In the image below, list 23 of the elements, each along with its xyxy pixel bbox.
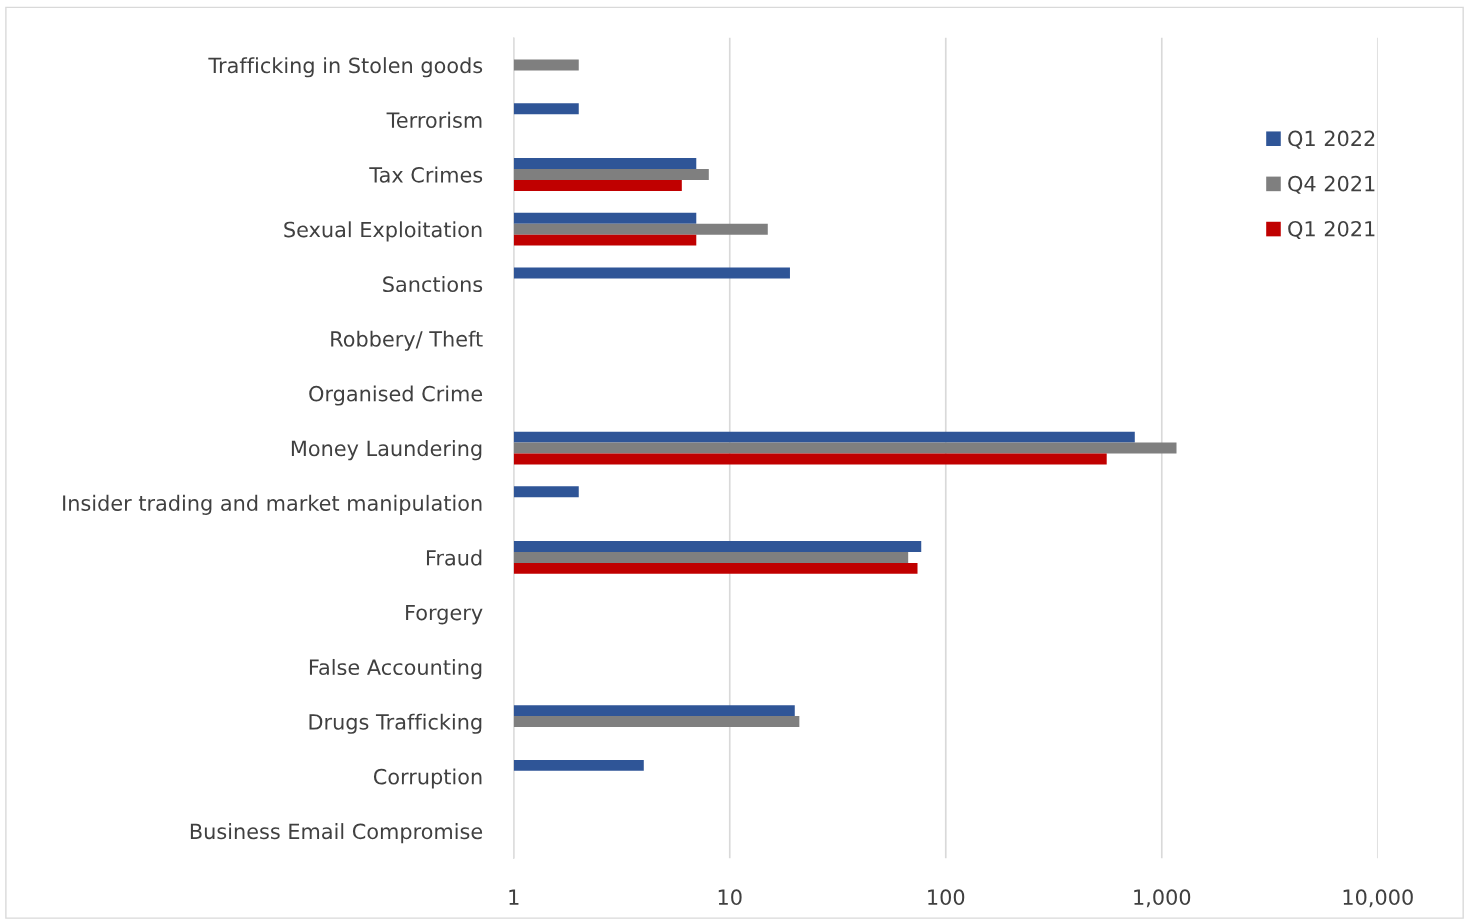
x-tick-label: 1,000: [1134, 889, 1191, 908]
y-tick-label: Forgery: [406, 604, 483, 625]
y-tick-label: Organised Crime: [309, 385, 483, 406]
x-tick-label: 10: [718, 889, 742, 906]
y-tick-label: Fraud: [426, 549, 482, 566]
legend-label: Q4 2021: [1288, 175, 1375, 194]
y-tick-label: Sexual Exploitation: [284, 221, 482, 242]
y-tick-label: Tax Crimes: [369, 166, 483, 183]
y-tick-label: Corruption: [373, 768, 482, 789]
y-tick-label: Insider trading and market manipulation: [63, 494, 482, 515]
x-tick-label: 100: [928, 889, 965, 906]
legend-label: Q1 2021: [1288, 220, 1375, 240]
x-tick-label: 10,000: [1343, 889, 1413, 908]
y-tick-label: Sanctions: [383, 276, 483, 293]
y-tick-label: Terrorism: [386, 111, 482, 128]
y-tick-label: Money Laundering: [291, 440, 482, 461]
y-tick-label: Drugs Trafficking: [309, 713, 482, 734]
y-tick-label: Trafficking in Stolen goods: [208, 57, 483, 78]
x-tick-label: 1: [509, 889, 519, 905]
y-tick-label: Robbery/ Theft: [331, 330, 483, 351]
y-tick-label: Business Email Compromise: [190, 823, 483, 844]
legend-label: Q1 2022: [1288, 130, 1375, 149]
y-tick-label: False Accounting: [309, 658, 482, 680]
